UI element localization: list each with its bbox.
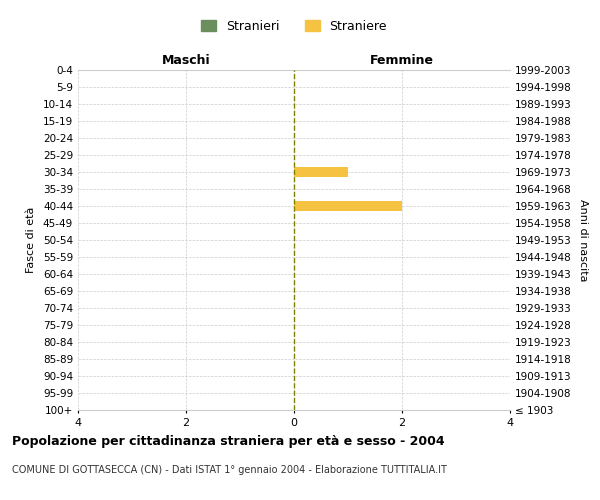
Y-axis label: Fasce di età: Fasce di età xyxy=(26,207,36,273)
Text: Femmine: Femmine xyxy=(370,54,434,68)
Text: COMUNE DI GOTTASECCA (CN) - Dati ISTAT 1° gennaio 2004 - Elaborazione TUTTITALIA: COMUNE DI GOTTASECCA (CN) - Dati ISTAT 1… xyxy=(12,465,447,475)
Y-axis label: Anni di nascita: Anni di nascita xyxy=(578,198,588,281)
Legend: Stranieri, Straniere: Stranieri, Straniere xyxy=(196,15,392,38)
Bar xyxy=(294,201,402,211)
Bar xyxy=(294,167,348,177)
Text: Maschi: Maschi xyxy=(161,54,211,68)
Text: Popolazione per cittadinanza straniera per età e sesso - 2004: Popolazione per cittadinanza straniera p… xyxy=(12,435,445,448)
